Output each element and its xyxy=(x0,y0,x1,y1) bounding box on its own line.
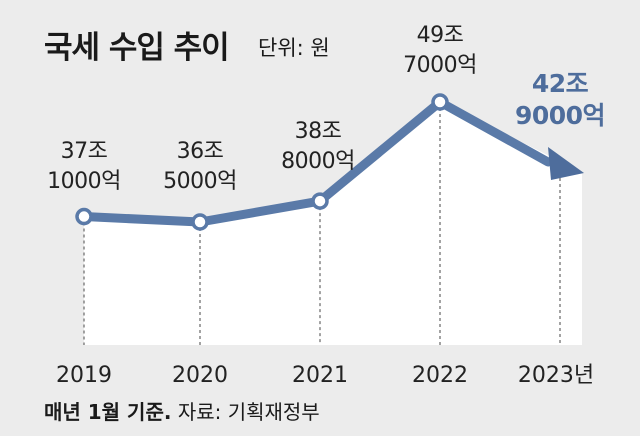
data-label-2019-jo: 37조 xyxy=(61,139,108,164)
x-tick-label-2019: 2019 xyxy=(56,363,112,388)
source-note: 자료: 기획재정부 xyxy=(177,400,320,424)
unit-label: 단위: 원 xyxy=(258,36,330,60)
data-point-2019 xyxy=(75,207,93,226)
data-label-2023-eok: 9000억 xyxy=(515,101,605,130)
x-tick-label-2021: 2021 xyxy=(292,363,348,388)
data-point-2020 xyxy=(191,213,209,231)
data-label-2022-jo: 49조 xyxy=(417,23,464,48)
data-point-2023-arrow xyxy=(548,147,584,180)
data-label-2020-eok: 5000억 xyxy=(163,169,237,194)
data-label-2021-jo: 38조 xyxy=(295,119,342,144)
chart-title: 국세 수입 추이 xyxy=(44,30,230,66)
area-fill xyxy=(84,102,582,345)
data-label-2022-eok: 7000억 xyxy=(403,53,477,78)
data-point-2021 xyxy=(311,192,329,210)
footnote: 매년 1월 기준. 자료: 기획재정부 xyxy=(44,396,320,425)
x-tick-label-2023: 2023년 xyxy=(518,363,594,388)
data-label-2021-eok: 8000억 xyxy=(281,149,355,174)
x-tick-label-2022: 2022 xyxy=(412,363,468,388)
data-point-2022 xyxy=(431,93,449,111)
data-label-2020-jo: 36조 xyxy=(177,139,224,164)
x-tick-label-2020: 2020 xyxy=(172,363,228,388)
data-label-2019-eok: 1000억 xyxy=(47,169,121,194)
data-label-2023-jo: 42조 xyxy=(532,69,589,98)
basis-note: 매년 1월 기준. xyxy=(44,400,172,424)
